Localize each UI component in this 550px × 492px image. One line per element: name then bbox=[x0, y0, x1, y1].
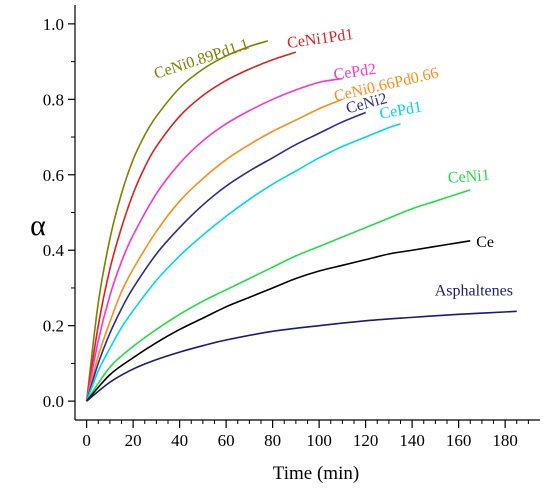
x-tick-label: 0 bbox=[82, 431, 91, 450]
series-line-asphaltenes bbox=[86, 310, 517, 402]
x-axis: 0 20 40 60 80 100 120 140 160 180 bbox=[82, 420, 529, 450]
y-axis-title: α bbox=[30, 209, 46, 242]
y-tick-label: 0.8 bbox=[43, 90, 64, 109]
x-tick-label: 140 bbox=[399, 431, 425, 450]
y-tick-label: 1.0 bbox=[43, 15, 64, 34]
series-line-cepd2 bbox=[85, 77, 343, 402]
y-axis: 0.0 0.2 0.4 0.6 0.8 1.0 bbox=[43, 15, 75, 411]
x-tick-label: 20 bbox=[125, 431, 142, 450]
series-line-ceni0-89pd1-1 bbox=[85, 40, 269, 402]
y-tick-label: 0.2 bbox=[43, 317, 64, 336]
y-tick-label: 0.0 bbox=[43, 392, 64, 411]
series-label-ce: Ce bbox=[476, 234, 494, 251]
y-tick-label: 0.4 bbox=[43, 241, 65, 260]
x-tick-label: 60 bbox=[218, 431, 235, 450]
series-line-ceni0-66pd0-66 bbox=[85, 98, 343, 402]
series-line-cepd1 bbox=[85, 123, 401, 402]
y-tick-label: 0.6 bbox=[43, 166, 64, 185]
series-layer bbox=[85, 40, 517, 402]
x-axis-title: Time (min) bbox=[273, 463, 359, 484]
x-tick-label: 160 bbox=[446, 431, 472, 450]
series-label-ceni1: CeNi1 bbox=[447, 167, 490, 187]
x-tick-label: 100 bbox=[306, 431, 332, 450]
series-line-ce bbox=[86, 240, 471, 402]
x-tick-label: 180 bbox=[492, 431, 518, 450]
series-line-ceni2 bbox=[85, 111, 366, 402]
series-label-cepd2: CePd2 bbox=[333, 61, 378, 84]
series-line-ceni1 bbox=[85, 189, 471, 402]
series-label-asphaltenes: Asphaltenes bbox=[435, 282, 513, 299]
series-label-ceni1pd1: CeNi1Pd1 bbox=[286, 26, 354, 52]
series-line-ceni1pd1 bbox=[85, 51, 297, 402]
x-tick-label: 80 bbox=[264, 431, 281, 450]
x-tick-label: 120 bbox=[353, 431, 379, 450]
x-tick-label: 40 bbox=[171, 431, 188, 450]
